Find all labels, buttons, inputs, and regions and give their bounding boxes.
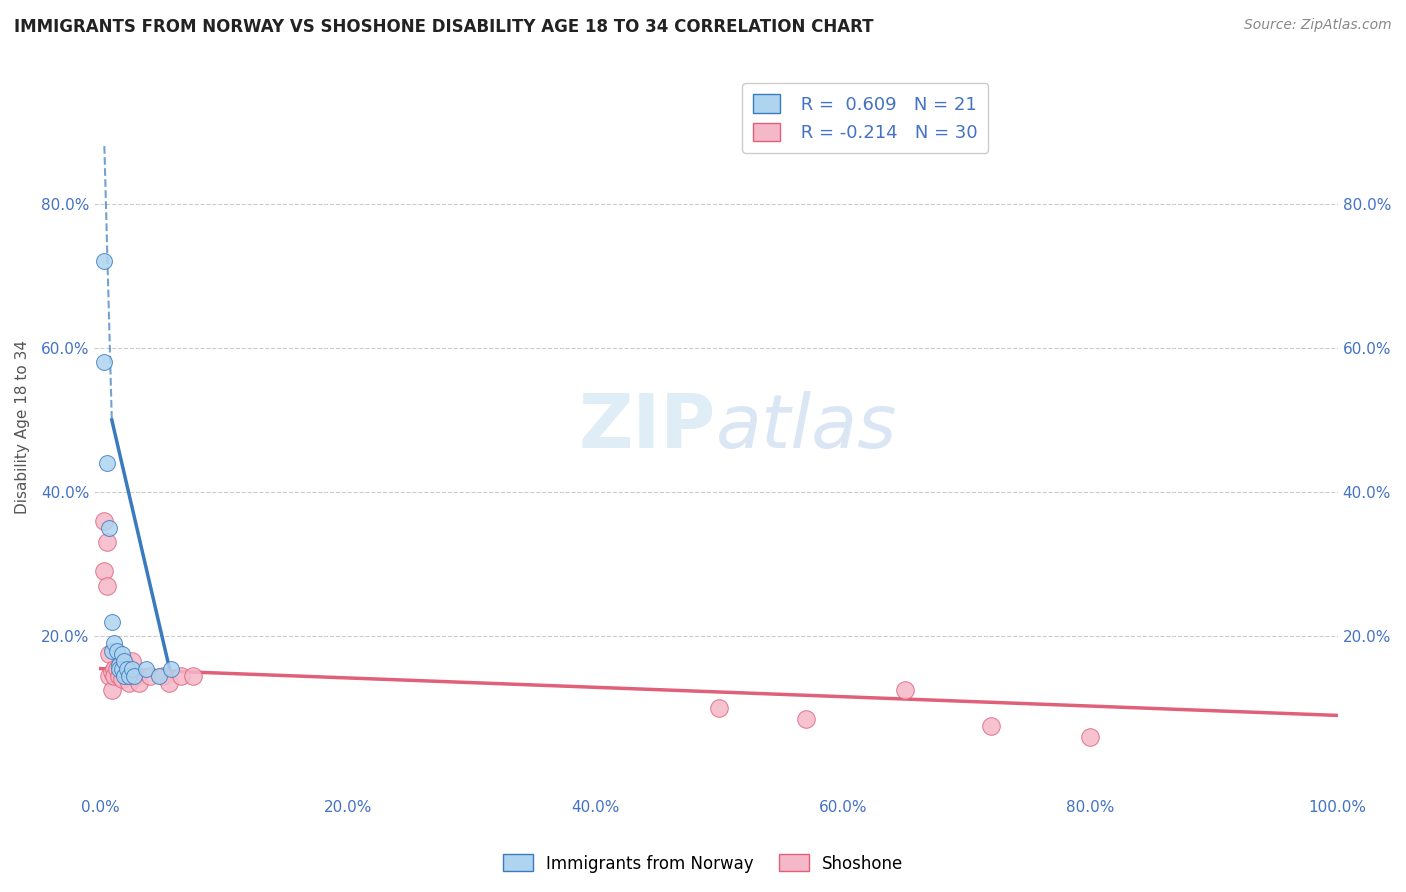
Point [980, 719, 1002, 733]
Legend:  R =  0.609   N = 21,  R = -0.214   N = 30: R = 0.609 N = 21, R = -0.214 N = 30 [742, 83, 988, 153]
Legend: Immigrants from Norway, Shoshone: Immigrants from Norway, Shoshone [496, 847, 910, 880]
Point [105, 662, 128, 676]
Point [160, 662, 183, 676]
Point [108, 657, 131, 672]
Point [96, 579, 118, 593]
Text: IMMIGRANTS FROM NORWAY VS SHOSHONE DISABILITY AGE 18 TO 34 CORRELATION CHART: IMMIGRANTS FROM NORWAY VS SHOSHONE DISAB… [14, 18, 873, 36]
Point [115, 669, 138, 683]
Point [170, 669, 193, 683]
Point [118, 676, 141, 690]
Point [111, 647, 134, 661]
Point [112, 654, 135, 668]
Point [101, 683, 124, 698]
Point [108, 669, 131, 683]
Point [111, 662, 134, 676]
Point [103, 636, 125, 650]
Text: ZIP: ZIP [579, 391, 716, 464]
Point [98, 669, 121, 683]
Point [152, 669, 174, 683]
Point [1078, 730, 1101, 744]
Point [111, 673, 134, 687]
Point [98, 647, 121, 661]
Point [93, 514, 115, 528]
Point [122, 669, 145, 683]
Point [93, 254, 115, 268]
Point [98, 521, 121, 535]
Point [115, 662, 138, 676]
Point [125, 669, 148, 683]
Point [93, 564, 115, 578]
Point [96, 535, 118, 549]
Point [122, 669, 145, 683]
Point [103, 662, 125, 676]
Point [108, 662, 131, 676]
Point [101, 615, 124, 629]
Point [121, 662, 143, 676]
Point [93, 355, 115, 369]
Point [794, 712, 817, 726]
Text: atlas: atlas [716, 392, 897, 463]
Point [96, 456, 118, 470]
Text: Source: ZipAtlas.com: Source: ZipAtlas.com [1244, 18, 1392, 32]
Point [121, 654, 143, 668]
Point [707, 701, 730, 715]
Point [128, 676, 150, 690]
Point [135, 662, 157, 676]
Point [148, 669, 170, 683]
Y-axis label: Disability Age 18 to 34: Disability Age 18 to 34 [15, 340, 30, 514]
Point [103, 669, 125, 683]
Point [118, 669, 141, 683]
Point [105, 643, 128, 657]
Point [101, 665, 124, 680]
Point [183, 669, 205, 683]
Point [112, 654, 135, 668]
Point [157, 676, 180, 690]
Point [112, 669, 135, 683]
Point [101, 643, 124, 657]
Point [139, 669, 162, 683]
Point [893, 683, 915, 698]
